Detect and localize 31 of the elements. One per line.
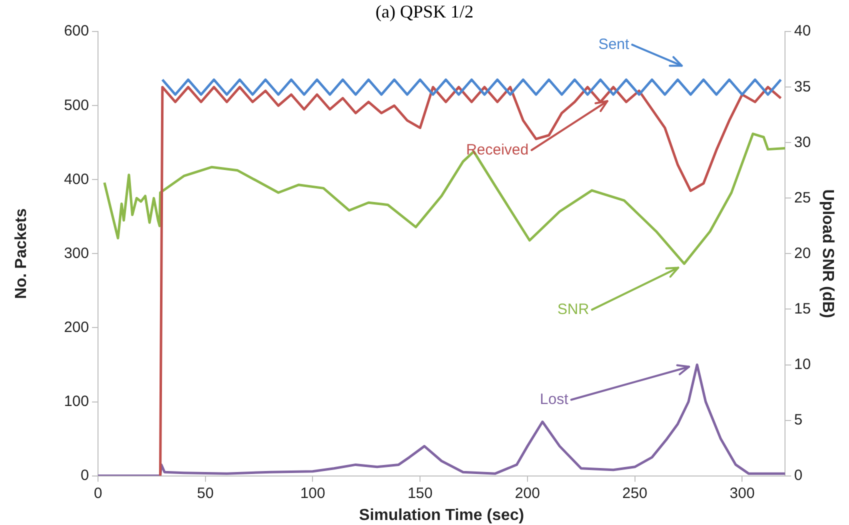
series-label: Lost <box>540 390 570 408</box>
y-tick-label: 100 <box>64 392 89 410</box>
x-tick-label: 250 <box>622 484 648 502</box>
y-tick-label: 600 <box>64 22 89 40</box>
y2-tick-label: 5 <box>794 411 802 428</box>
y2-tick-label: 25 <box>794 189 811 206</box>
x-tick-label: 0 <box>94 484 102 502</box>
y2-tick-label: 35 <box>794 78 811 96</box>
y-tick-label: 300 <box>64 244 89 262</box>
x-tick-label: 300 <box>730 484 755 502</box>
y2-tick-label: 40 <box>794 22 811 40</box>
text: SNR <box>557 300 590 318</box>
y2-tick-label: 20 <box>794 244 811 262</box>
y2-axis-title: Upload SNR (dB) <box>818 189 836 318</box>
series-label: Sent <box>598 36 630 53</box>
series-label: Received <box>466 141 529 158</box>
y2-tick-label: 0 <box>794 466 802 484</box>
x-tick-label: 150 <box>408 484 433 502</box>
chart-title: (a) QPSK 1/2 <box>376 2 474 22</box>
y-tick-label: 500 <box>64 96 89 114</box>
y2-tick-label: 15 <box>794 300 811 318</box>
y2-tick-label: 30 <box>794 134 811 151</box>
x-tick-label: 50 <box>197 484 214 502</box>
x-tick-label: 200 <box>514 484 540 502</box>
x-axis-title: Simulation Time (sec) <box>359 506 524 524</box>
x-tick-label: 100 <box>300 484 326 502</box>
y2-tick-label: 10 <box>794 356 811 373</box>
y-tick-label: 200 <box>64 318 89 336</box>
y-tick-label: 0 <box>80 466 89 484</box>
y-axis-title: No. Packets <box>13 208 30 300</box>
y-tick-label: 400 <box>64 170 89 188</box>
